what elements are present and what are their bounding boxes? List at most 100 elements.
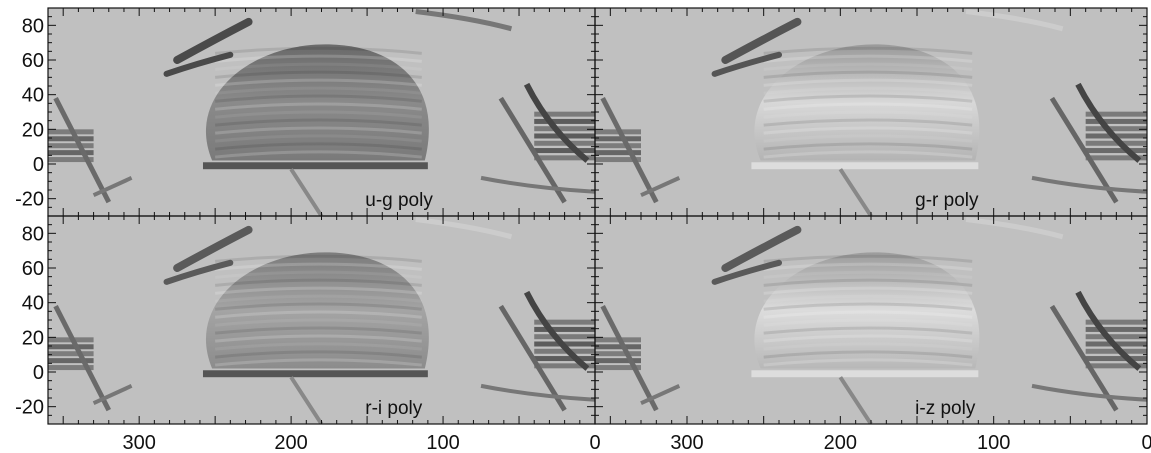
x-tick-label: 200 [274,432,307,453]
stripe-arc [1031,383,1147,402]
stripe-band [534,319,595,325]
stripe-arc [415,8,513,32]
stripe-band [595,136,641,142]
stripe-band [534,326,595,332]
axes-frame [47,7,1148,425]
scan-stripe [214,270,422,279]
stripe-band [1085,155,1147,161]
panel-label: i-z poly [915,398,976,419]
panel-label: u-g poly [365,190,433,211]
stripe-band [1085,356,1147,362]
survey-footprint [754,44,980,161]
stripe-band [1085,334,1147,340]
stripe-band [48,143,94,149]
stripe-arc [163,259,234,285]
scan-stripe [214,46,422,55]
stripe-band [534,155,595,161]
stripe-band [48,136,94,142]
stripe-arc [600,304,659,412]
stripe-band [48,344,94,350]
stripe-arc [498,96,567,204]
scan-stripe [763,78,973,87]
scan-stripe [763,70,973,79]
stripe-band [48,365,94,371]
stripe-arc [1049,96,1119,204]
stripe-arc [163,51,234,77]
stripe-arc [498,304,567,412]
stripe-band [48,337,94,343]
y-tick-label: 40 [22,85,44,107]
stripe-arc [721,17,802,64]
stripe-arc [1049,304,1119,412]
scan-stripe [214,62,422,71]
scan-stripe [214,318,422,327]
stripe-band [1085,118,1147,124]
scan-stripe [214,110,422,119]
equator-strip [202,370,428,378]
scan-stripe [214,78,422,87]
panel-label: r-i poly [365,398,423,419]
scan-stripe [763,318,973,327]
stripe-band [534,111,595,117]
x-tick-label: 300 [122,432,155,453]
stripe-band [595,150,641,156]
scan-stripe [763,254,973,263]
stripe-band [534,118,595,124]
y-tick-label: 20 [22,119,44,141]
x-tick-label: 300 [670,432,703,453]
equator-strip [751,370,979,378]
stripe-arc [711,51,782,77]
x-tick-label: 100 [977,432,1010,453]
scan-stripe [763,86,973,95]
scan-stripe [214,262,422,271]
stripe-arc [838,376,873,424]
scan-stripe [763,310,973,319]
scan-stripe [214,254,422,263]
scan-stripe [214,350,422,359]
scan-stripe [763,270,973,279]
survey-footprint [205,252,429,369]
scan-stripe [763,126,973,135]
scan-stripe [763,102,973,111]
scan-stripe [214,310,422,319]
scan-stripe [763,54,973,63]
stripe-arc [965,216,1064,240]
tick-labels: -20 0 20 40 60 80 -20 0 20 40 60 80 300 200 100 0 300 200… [15,15,1151,453]
scan-stripe [763,134,973,143]
stripe-band [1085,111,1147,117]
stripe-arc [92,176,133,198]
stripe-band [534,148,595,154]
y-tick-label: 0 [33,154,44,176]
panel-u-g-poly: u-g poly [48,8,595,216]
stripe-arc [289,168,324,216]
panel-i-z-poly: i-z poly [595,216,1147,424]
stripe-arc [523,290,590,371]
stripe-arc [1075,290,1142,371]
scan-stripe [763,294,973,303]
stripe-arc [173,225,253,272]
scan-stripe [763,46,973,55]
stripe-arc [92,384,133,406]
stripe-arc [721,225,802,272]
y-tick-label: -20 [15,397,44,419]
equator-strip [751,162,979,170]
scan-stripe [214,118,422,127]
stripe-band [1085,363,1147,369]
stripe-arc [289,376,324,424]
stripe-band [534,356,595,362]
scan-stripe [214,70,422,79]
scan-stripe [763,262,973,271]
scan-stripe [214,94,422,103]
scan-stripe [763,94,973,103]
stripe-arc [480,383,595,402]
stripe-band [595,157,641,163]
scan-stripe [763,302,973,311]
panel-r-i-poly: r-i poly [48,216,595,424]
stripe-arc [415,216,513,240]
stripe-arc [1031,175,1147,194]
panels: u-g poly g-r poly r-i poly i-z poly [48,8,1147,424]
panel-g-r-poly: g-r poly [595,8,1147,216]
scan-stripe [214,334,422,343]
stripe-arc [1075,82,1142,163]
